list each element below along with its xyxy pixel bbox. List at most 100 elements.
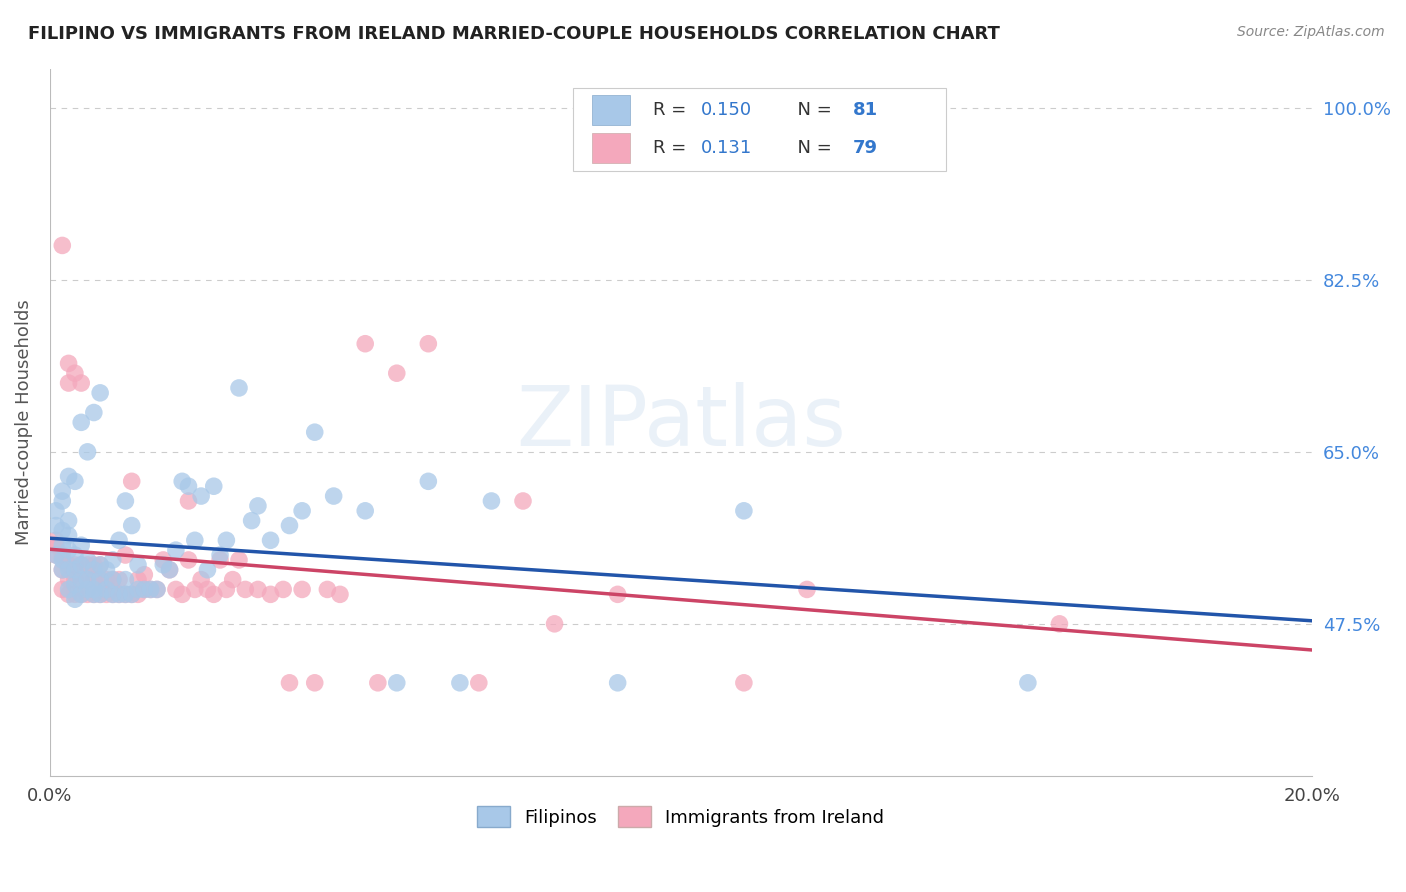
Point bbox=[89, 558, 111, 572]
Point bbox=[190, 573, 212, 587]
FancyBboxPatch shape bbox=[592, 95, 630, 125]
Point bbox=[83, 405, 105, 419]
Point bbox=[233, 582, 256, 597]
Point bbox=[246, 499, 269, 513]
Point bbox=[209, 548, 232, 562]
Point bbox=[121, 587, 143, 601]
Point bbox=[63, 577, 86, 591]
Point bbox=[468, 675, 491, 690]
Point bbox=[51, 494, 73, 508]
Point bbox=[83, 558, 105, 572]
Point bbox=[76, 573, 98, 587]
Text: N =: N = bbox=[786, 102, 837, 120]
Point bbox=[172, 475, 194, 489]
Point bbox=[322, 489, 344, 503]
Point bbox=[159, 563, 181, 577]
Point bbox=[45, 533, 67, 548]
Point bbox=[89, 385, 111, 400]
Point bbox=[58, 376, 80, 390]
Point bbox=[606, 675, 628, 690]
Point bbox=[89, 573, 111, 587]
Point bbox=[58, 543, 80, 558]
Point bbox=[51, 538, 73, 552]
Point bbox=[70, 587, 93, 601]
Point bbox=[76, 587, 98, 601]
Point bbox=[215, 582, 238, 597]
Point bbox=[58, 528, 80, 542]
Point bbox=[83, 587, 105, 601]
Point bbox=[139, 582, 162, 597]
Point bbox=[51, 563, 73, 577]
Point bbox=[63, 587, 86, 601]
Point bbox=[83, 582, 105, 597]
Point bbox=[58, 514, 80, 528]
Point bbox=[101, 573, 124, 587]
Point bbox=[367, 675, 389, 690]
Point bbox=[63, 366, 86, 380]
Point bbox=[101, 587, 124, 601]
Point bbox=[51, 548, 73, 562]
Point bbox=[304, 675, 326, 690]
Point bbox=[101, 587, 124, 601]
Point bbox=[70, 558, 93, 572]
Point bbox=[165, 543, 187, 558]
Point bbox=[304, 425, 326, 440]
Point bbox=[354, 504, 377, 518]
Point bbox=[45, 548, 67, 562]
Point bbox=[101, 553, 124, 567]
Point bbox=[89, 573, 111, 587]
Point bbox=[76, 553, 98, 567]
Point bbox=[259, 533, 281, 548]
Text: N =: N = bbox=[786, 139, 837, 157]
Point bbox=[114, 548, 136, 562]
Legend: Filipinos, Immigrants from Ireland: Filipinos, Immigrants from Ireland bbox=[470, 799, 891, 834]
Text: Source: ZipAtlas.com: Source: ZipAtlas.com bbox=[1237, 25, 1385, 39]
Point bbox=[76, 558, 98, 572]
Point bbox=[127, 558, 149, 572]
Point bbox=[58, 573, 80, 587]
Point bbox=[184, 533, 207, 548]
Point bbox=[51, 553, 73, 567]
Point bbox=[51, 524, 73, 538]
Point bbox=[114, 573, 136, 587]
Point bbox=[108, 587, 131, 601]
Point bbox=[101, 573, 124, 587]
Point bbox=[449, 675, 471, 690]
Text: 0.131: 0.131 bbox=[702, 139, 752, 157]
Point bbox=[733, 504, 755, 518]
Point bbox=[177, 553, 200, 567]
Point bbox=[152, 553, 174, 567]
Point bbox=[96, 563, 118, 577]
Point bbox=[96, 582, 118, 597]
Point bbox=[1017, 675, 1039, 690]
Point bbox=[45, 518, 67, 533]
Point bbox=[63, 573, 86, 587]
Y-axis label: Married-couple Households: Married-couple Households bbox=[15, 300, 32, 545]
Point bbox=[58, 587, 80, 601]
Point bbox=[70, 573, 93, 587]
Point bbox=[96, 573, 118, 587]
Point bbox=[197, 563, 219, 577]
Point bbox=[89, 587, 111, 601]
Point bbox=[385, 366, 408, 380]
Point bbox=[316, 582, 339, 597]
Point bbox=[70, 558, 93, 572]
Point bbox=[481, 494, 503, 508]
Point bbox=[127, 587, 149, 601]
Point bbox=[139, 582, 162, 597]
Text: ZIPatlas: ZIPatlas bbox=[516, 382, 846, 463]
Point bbox=[63, 548, 86, 562]
Text: 0.150: 0.150 bbox=[702, 102, 752, 120]
Point bbox=[51, 582, 73, 597]
Text: 79: 79 bbox=[852, 139, 877, 157]
Point bbox=[385, 675, 408, 690]
Point bbox=[70, 376, 93, 390]
Point bbox=[543, 616, 565, 631]
Point bbox=[202, 479, 225, 493]
Point bbox=[240, 514, 263, 528]
Point bbox=[159, 563, 181, 577]
Text: R =: R = bbox=[652, 139, 697, 157]
Point bbox=[108, 587, 131, 601]
Point bbox=[127, 582, 149, 597]
Point bbox=[45, 538, 67, 552]
